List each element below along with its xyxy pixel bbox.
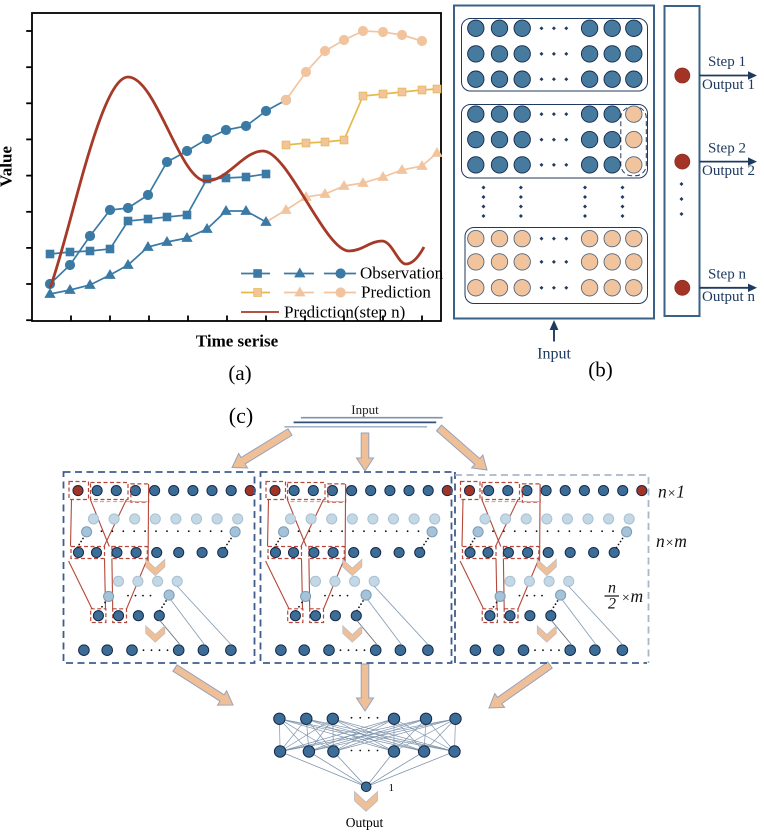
svg-text:Observation: Observation: [360, 263, 444, 282]
svg-text:Output n: Output n: [702, 289, 755, 305]
svg-text:Input: Input: [351, 402, 379, 417]
svg-text:(c): (c): [229, 403, 253, 428]
svg-text:Step 2: Step 2: [708, 140, 746, 156]
svg-text:Output 2: Output 2: [702, 163, 755, 179]
svg-text:Prediction(step n): Prediction(step n): [284, 303, 405, 322]
svg-text:Prediction: Prediction: [361, 283, 431, 302]
svg-text:(a): (a): [228, 361, 251, 385]
svg-text:Output: Output: [346, 815, 384, 830]
svg-text:Step 1: Step 1: [708, 54, 746, 70]
svg-text:Value: Value: [0, 146, 16, 187]
svg-text:Step n: Step n: [708, 267, 746, 283]
svg-text:n: n: [608, 580, 616, 597]
svg-text:×m: ×m: [621, 586, 643, 606]
svg-text:(b): (b): [588, 358, 613, 382]
svg-text:Output 1: Output 1: [702, 77, 755, 93]
svg-text:Time serise: Time serise: [196, 332, 279, 351]
svg-text:n×1: n×1: [658, 482, 685, 502]
svg-text:1: 1: [389, 782, 395, 794]
svg-text:Input: Input: [537, 346, 571, 363]
svg-text:n×m: n×m: [656, 531, 687, 551]
svg-text:2: 2: [608, 596, 616, 613]
